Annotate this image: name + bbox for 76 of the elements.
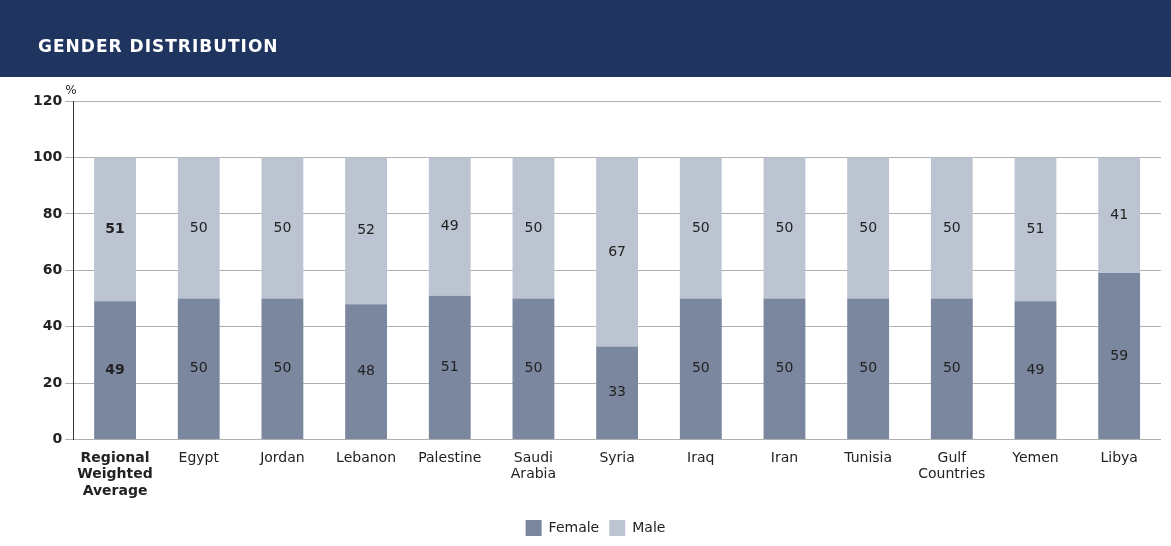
x-tick-label: Regional Weighted Average	[77, 448, 153, 499]
data-label: 50	[524, 359, 543, 376]
bar	[177, 298, 220, 440]
bar	[1014, 157, 1057, 302]
bar	[94, 157, 136, 302]
bar	[428, 295, 471, 440]
bar	[345, 157, 388, 305]
y-tick-label: 120	[32, 91, 63, 108]
data-label: 49	[1026, 360, 1045, 377]
bar	[261, 157, 304, 299]
y-axis-title: %	[65, 83, 77, 98]
bar	[763, 157, 806, 299]
x-tick-label: Palestine	[418, 448, 482, 465]
data-label: 51	[105, 220, 125, 237]
x-tick-label: Tunisia	[843, 448, 893, 465]
x-tick-label: Libya	[1100, 448, 1138, 465]
legend-label: Male	[632, 518, 666, 535]
y-tick-label: 0	[52, 430, 63, 447]
bar	[1098, 157, 1141, 274]
data-label: 50	[942, 359, 961, 376]
bar	[512, 157, 555, 299]
bar	[596, 346, 639, 440]
data-label: 50	[524, 218, 543, 235]
bar	[930, 157, 973, 299]
bar	[679, 157, 722, 299]
x-tick-label: Iraq	[687, 448, 715, 465]
legend-label: Female	[548, 518, 600, 535]
bar	[596, 157, 639, 347]
data-label: 51	[1026, 220, 1045, 237]
data-label: 50	[775, 359, 794, 376]
data-label: 50	[189, 359, 208, 376]
data-label: 50	[775, 218, 794, 235]
x-tick-label: Saudi Arabia	[510, 448, 557, 482]
x-tick-label: Jordan	[259, 448, 305, 465]
x-tick-label: Gulf Countries	[918, 448, 986, 482]
bar	[1098, 273, 1141, 440]
data-label: 48	[357, 362, 375, 379]
bar	[177, 157, 220, 299]
data-label: 41	[1110, 205, 1129, 222]
y-tick-label: 20	[42, 373, 63, 390]
data-label: 51	[440, 358, 459, 375]
chart-title: GENDER DISTRIBUTION	[38, 36, 279, 56]
data-label: 50	[273, 218, 292, 235]
data-label: 49	[440, 217, 459, 234]
y-tick-label: 60	[42, 260, 63, 277]
x-tick-label: Iran	[770, 448, 799, 465]
bar	[345, 304, 388, 440]
x-tick-label: Lebanon	[336, 448, 397, 465]
data-label: 50	[859, 359, 878, 376]
bar	[1014, 301, 1057, 440]
y-tick-label: 40	[42, 317, 63, 334]
bar	[261, 298, 304, 440]
data-label: 50	[942, 218, 961, 235]
y-tick-label: 80	[42, 204, 63, 221]
data-label: 52	[357, 221, 375, 238]
data-label: 50	[691, 359, 710, 376]
bar	[847, 298, 890, 440]
bar	[847, 157, 890, 299]
bar	[763, 298, 806, 440]
data-label: 67	[608, 242, 627, 259]
data-label: 50	[273, 359, 292, 376]
x-tick-label: Yemen	[1011, 448, 1059, 465]
x-tick-label: Egypt	[178, 448, 220, 465]
data-label: 59	[1110, 346, 1129, 363]
data-label: 50	[859, 218, 878, 235]
bar	[679, 298, 722, 440]
bar	[512, 298, 555, 440]
bar	[930, 298, 973, 440]
data-label: 33	[608, 383, 627, 400]
data-label: 50	[691, 218, 710, 235]
bar	[94, 301, 136, 440]
bar	[428, 157, 471, 296]
data-label: 50	[189, 218, 208, 235]
y-tick-label: 100	[32, 148, 63, 165]
x-tick-label: Syria	[599, 448, 635, 465]
data-label: 49	[105, 360, 125, 377]
